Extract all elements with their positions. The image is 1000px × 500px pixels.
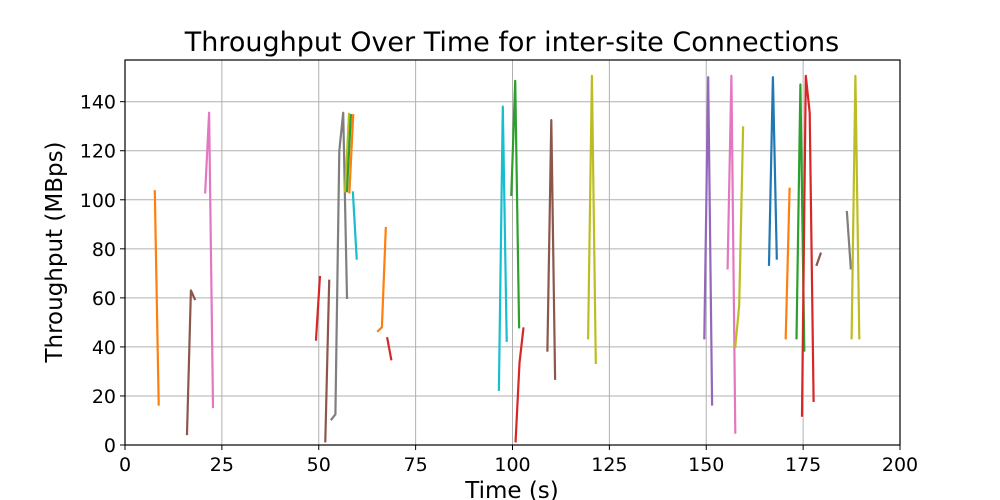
series-line: [343, 112, 351, 193]
x-tick-label: 0: [119, 454, 131, 476]
series-line: [348, 114, 355, 194]
x-tick-label: 125: [591, 454, 627, 476]
y-tick-label: 140: [80, 92, 116, 114]
x-tick-label: 175: [785, 454, 821, 476]
series-line: [726, 74, 737, 434]
x-tick-label: 75: [404, 454, 428, 476]
series-line: [815, 252, 823, 267]
series-line: [386, 337, 393, 361]
y-axis-label: Throughput (MBps): [42, 141, 68, 363]
y-tick-label: 100: [80, 190, 116, 212]
series-line: [351, 191, 358, 260]
series-line: [376, 226, 387, 333]
series-line: [514, 327, 525, 443]
series-layer: [153, 74, 861, 443]
series-line: [153, 190, 160, 406]
y-tick-label: 80: [92, 239, 116, 261]
y-tick-label: 60: [92, 288, 116, 310]
series-line: [314, 275, 322, 341]
chart-title: Throughput Over Time for inter-site Conn…: [184, 27, 839, 58]
y-axis: 0 20 40 60 80 100 120 140: [80, 92, 125, 457]
series-line: [185, 289, 197, 436]
series-line: [546, 119, 557, 380]
x-tick-label: 25: [210, 454, 234, 476]
y-tick-label: 0: [104, 435, 116, 457]
series-line: [497, 105, 508, 391]
series-line: [845, 210, 852, 270]
series-line: [329, 111, 349, 421]
x-tick-label: 50: [307, 454, 331, 476]
series-line: [850, 74, 861, 340]
series-line: [204, 111, 215, 409]
series-line: [767, 76, 778, 266]
x-tick-label: 100: [494, 454, 530, 476]
series-line: [784, 187, 791, 340]
y-tick-label: 120: [80, 141, 116, 163]
x-tick-label: 200: [882, 454, 918, 476]
x-axis-label: Time (s): [464, 478, 559, 500]
series-line: [510, 79, 521, 329]
series-line: [703, 76, 714, 406]
series-line: [586, 74, 597, 365]
series-line: [800, 74, 815, 417]
grid-lines: [124, 60, 901, 446]
x-tick-label: 150: [688, 454, 724, 476]
series-line: [345, 114, 353, 193]
series-line: [734, 126, 745, 349]
y-tick-label: 40: [92, 337, 116, 359]
x-axis: 0 25 50 75 100 125 150 175 200: [119, 445, 918, 476]
y-tick-label: 20: [92, 386, 116, 408]
series-line: [324, 279, 331, 443]
